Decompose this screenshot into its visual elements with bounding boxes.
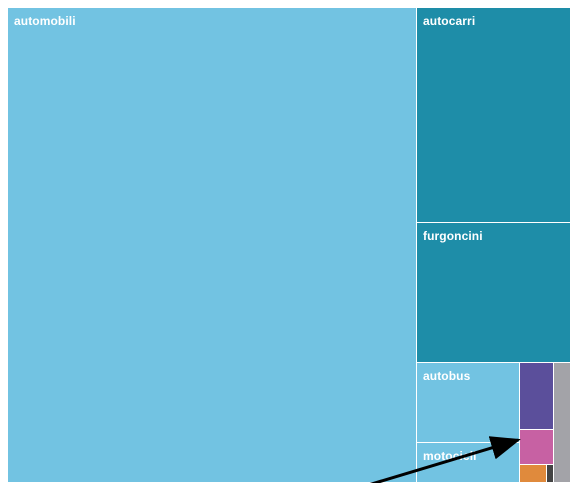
tile-label-autobus: autobus <box>423 369 471 383</box>
treemap-tile-small-pink[interactable] <box>520 430 554 465</box>
tile-label-automobili: automobili <box>14 14 76 28</box>
treemap-tile-automobili[interactable]: automobili <box>8 8 417 483</box>
treemap-tile-autocarri[interactable]: autocarri <box>417 8 571 223</box>
tile-label-furgoncini: furgoncini <box>423 229 483 243</box>
treemap-tile-autobus[interactable]: autobus <box>417 363 520 443</box>
treemap-tile-small-purple[interactable] <box>520 363 554 430</box>
tile-label-autocarri: autocarri <box>423 14 476 28</box>
tile-label-motocicli: motocicli <box>423 449 477 463</box>
arrow-line <box>369 436 521 483</box>
